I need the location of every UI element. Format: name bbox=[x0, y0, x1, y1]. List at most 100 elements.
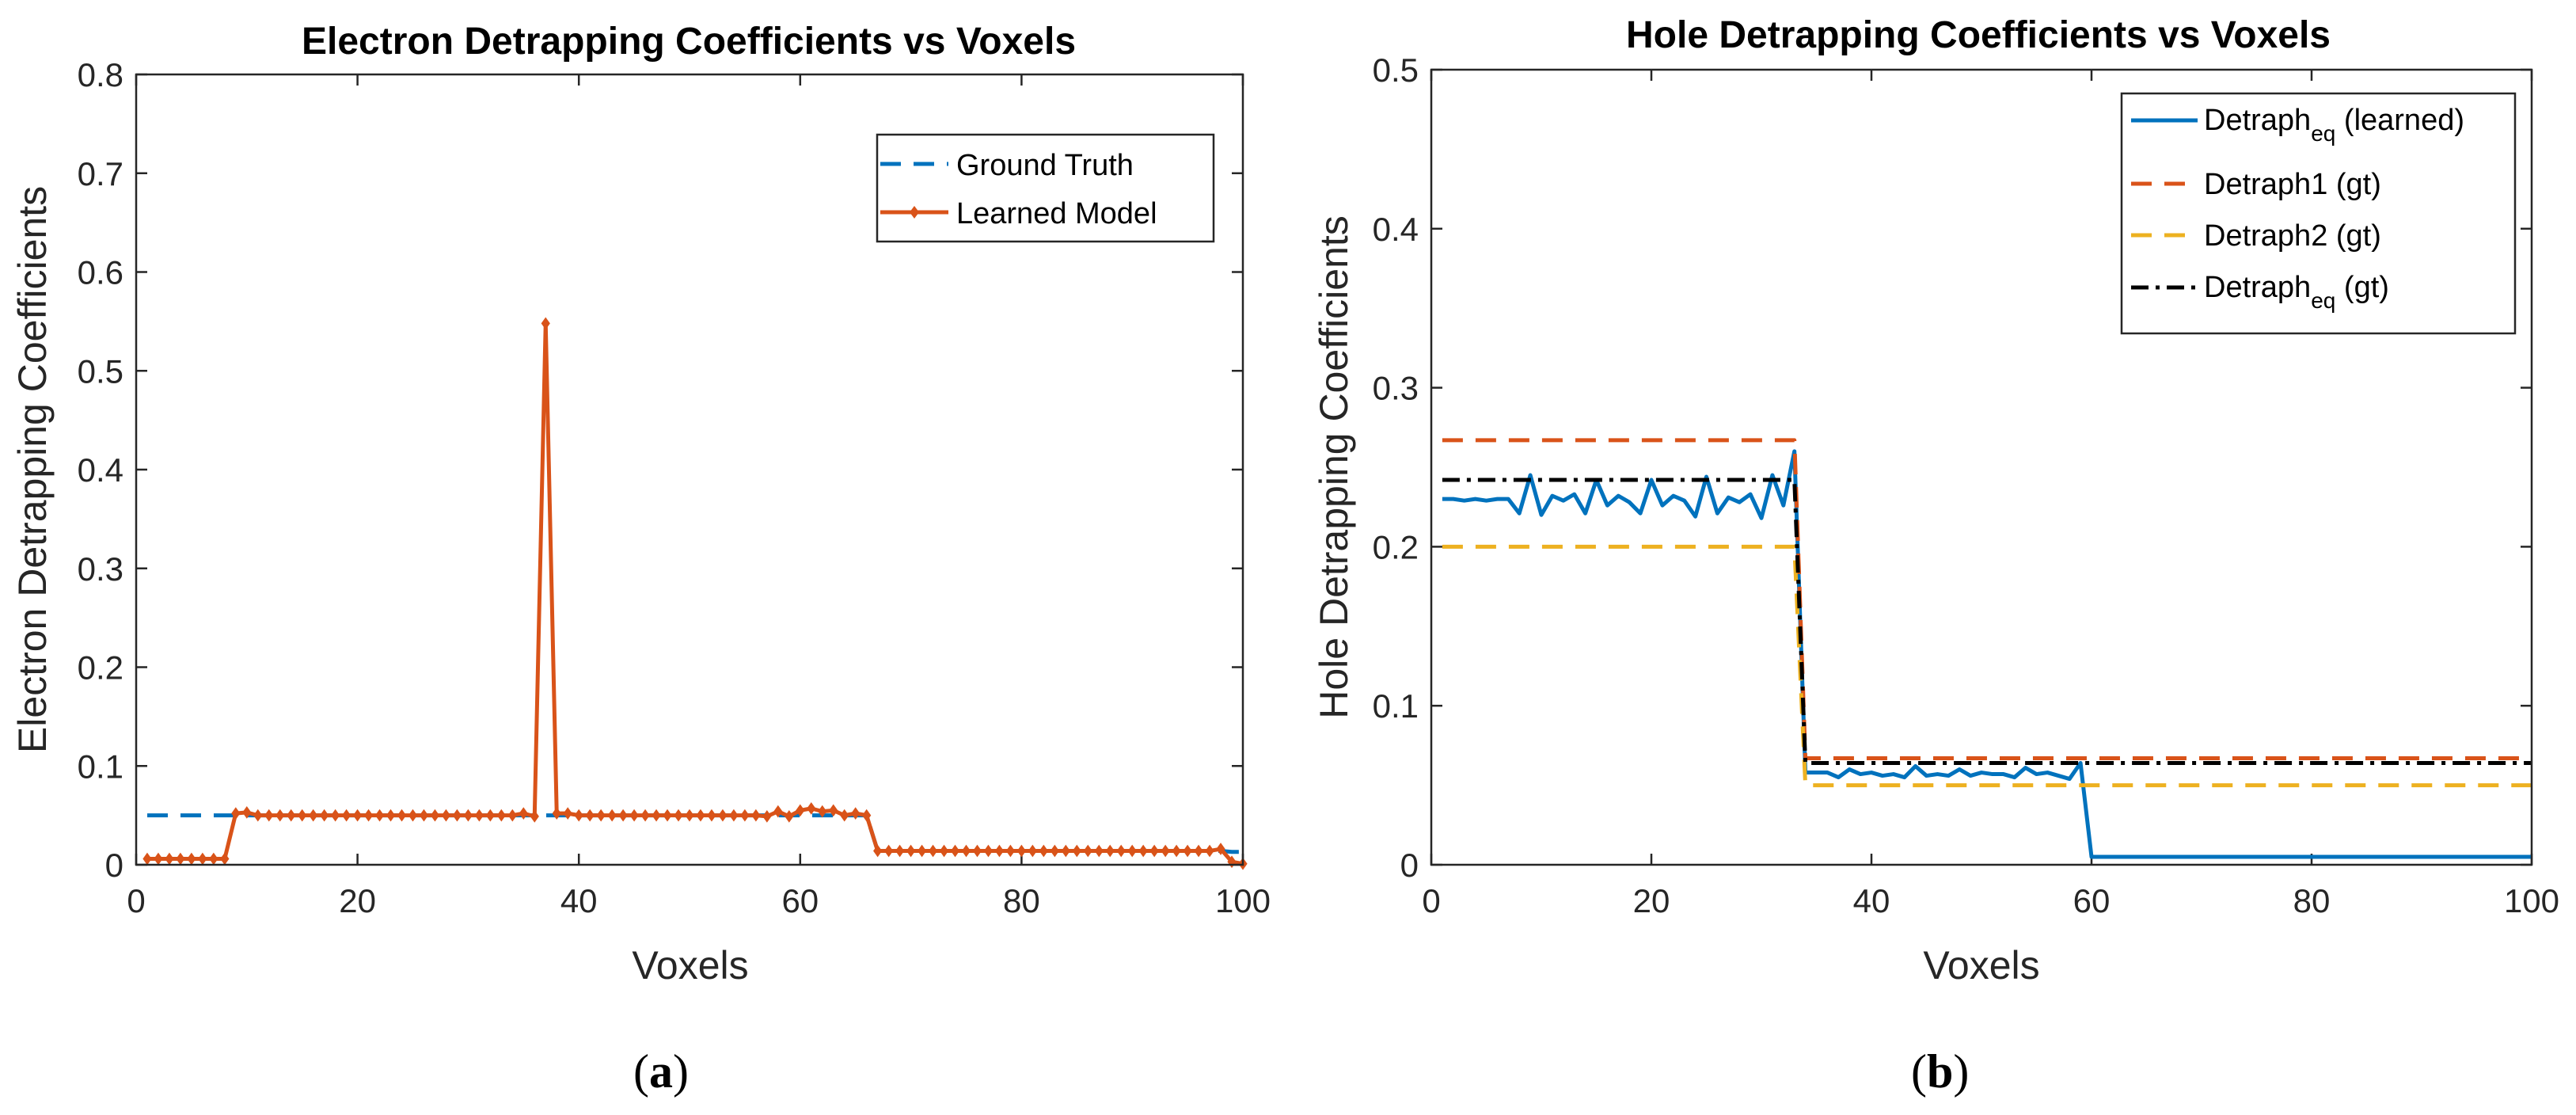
electron-data-point-marker bbox=[231, 807, 241, 820]
hole-series-detraph1-gt bbox=[1442, 438, 2532, 760]
electron-y-tick-label: 0.2 bbox=[78, 649, 123, 687]
hole-x-axis-label: Voxels bbox=[1923, 943, 2039, 988]
electron-data-point-marker bbox=[1149, 844, 1159, 858]
electron-data-point-marker bbox=[939, 844, 949, 858]
electron-data-point-marker bbox=[574, 809, 583, 822]
electron-data-point-marker bbox=[994, 844, 1005, 858]
electron-data-point-marker bbox=[474, 809, 484, 822]
electron-data-point-marker bbox=[884, 844, 894, 858]
electron-x-tick-label: 0 bbox=[127, 882, 145, 919]
electron-data-point-marker bbox=[1016, 844, 1027, 858]
electron-data-point-marker bbox=[1028, 844, 1037, 858]
electron-data-point-marker bbox=[165, 852, 174, 866]
electron-data-point-marker bbox=[1205, 844, 1214, 858]
panel-label-a: (a) bbox=[633, 1045, 689, 1098]
electron-data-point-marker bbox=[773, 805, 783, 818]
legend-detraph2-gt-label: Detraph2 (gt) bbox=[2204, 219, 2381, 253]
electron-data-point-marker bbox=[552, 807, 561, 820]
electron-data-point-marker bbox=[419, 809, 429, 822]
hole-y-tick-label: 0.4 bbox=[1373, 211, 1419, 248]
electron-data-point-marker bbox=[696, 809, 705, 822]
electron-y-tick-label: 0.5 bbox=[78, 352, 123, 390]
electron-data-point-marker bbox=[187, 852, 196, 866]
electron-data-point-marker bbox=[652, 809, 661, 822]
legend-detraph-eq-learned-label: Detrapheq (learned) bbox=[2204, 104, 2464, 146]
hole-x-tick-label: 100 bbox=[2504, 882, 2559, 919]
hole-y-tick-label: 0.3 bbox=[1373, 370, 1419, 407]
electron-data-point-marker bbox=[917, 844, 927, 858]
electron-chart: Electron Detrapping Coefficients vs Voxe… bbox=[10, 21, 1271, 1098]
electron-data-point-marker bbox=[1172, 844, 1181, 858]
electron-data-point-marker bbox=[640, 809, 650, 822]
electron-data-point-marker bbox=[242, 806, 252, 819]
electron-x-tick-label: 20 bbox=[339, 882, 376, 919]
hole-series-detraph-eq-learned bbox=[1442, 449, 2532, 859]
hole-y-tick-label: 0.2 bbox=[1373, 528, 1419, 565]
hole-x-tick-label: 80 bbox=[2293, 882, 2331, 919]
electron-data-point-marker bbox=[729, 809, 739, 822]
electron-data-point-marker bbox=[342, 809, 351, 822]
electron-x-axis-ticks: 0 20 40 60 80 100 bbox=[127, 74, 1271, 919]
electron-x-tick-label: 40 bbox=[560, 882, 598, 919]
electron-data-point-marker bbox=[485, 809, 495, 822]
hole-x-tick-label: 60 bbox=[2073, 882, 2111, 919]
electron-legend-box bbox=[876, 133, 1215, 243]
electron-data-point-marker bbox=[386, 809, 396, 822]
electron-data-point-marker bbox=[374, 809, 385, 822]
electron-data-point-marker bbox=[176, 852, 185, 866]
electron-data-point-marker bbox=[287, 809, 296, 822]
electron-data-point-marker bbox=[1061, 844, 1070, 858]
hole-x-tick-label: 20 bbox=[1633, 882, 1670, 919]
electron-data-point-marker bbox=[807, 802, 816, 815]
electron-data-point-marker bbox=[674, 809, 683, 822]
electron-data-point-marker bbox=[320, 809, 329, 822]
electron-y-tick-label: 0.7 bbox=[78, 155, 123, 192]
hole-series-group bbox=[1442, 438, 2532, 859]
electron-series-learned-model bbox=[146, 321, 1244, 866]
panel-label-b: (b) bbox=[1911, 1045, 1969, 1098]
electron-y-tick-label: 0.8 bbox=[78, 56, 123, 93]
electron-data-point-marker bbox=[762, 810, 772, 823]
electron-data-point-marker bbox=[972, 844, 982, 858]
hole-x-tick-label: 0 bbox=[1422, 882, 1440, 919]
electron-data-point-marker bbox=[818, 805, 827, 818]
electron-data-point-marker bbox=[519, 807, 528, 820]
electron-y-axis-ticks: 0 0.1 0.2 0.3 0.4 0.5 0.6 0.7 0.8 bbox=[78, 56, 1243, 884]
electron-data-point-marker bbox=[452, 809, 462, 822]
electron-data-point-marker bbox=[1083, 844, 1092, 858]
electron-data-point-marker bbox=[1194, 844, 1203, 858]
electron-data-point-marker bbox=[785, 810, 794, 823]
electron-data-point-marker bbox=[1039, 844, 1048, 858]
electron-series-group bbox=[142, 317, 1248, 870]
electron-data-point-marker bbox=[541, 317, 550, 330]
electron-data-point-marker bbox=[1138, 844, 1148, 858]
electron-data-point-marker bbox=[1105, 844, 1115, 858]
electron-data-point-marker bbox=[1094, 844, 1104, 858]
electron-x-axis-label: Voxels bbox=[632, 943, 748, 988]
electron-data-point-marker bbox=[142, 852, 152, 866]
electron-data-point-marker bbox=[253, 809, 263, 822]
hole-y-tick-label: 0 bbox=[1400, 847, 1419, 884]
electron-data-point-marker bbox=[873, 844, 883, 858]
electron-data-point-marker bbox=[408, 809, 418, 822]
hole-legend-box bbox=[2120, 92, 2517, 335]
electron-data-point-marker bbox=[685, 809, 694, 822]
electron-data-point-marker bbox=[906, 844, 916, 858]
electron-data-point-marker bbox=[563, 807, 572, 820]
electron-data-point-marker bbox=[1005, 844, 1016, 858]
electron-data-point-marker bbox=[209, 852, 218, 866]
electron-y-tick-label: 0 bbox=[105, 847, 123, 884]
electron-y-tick-label: 0.6 bbox=[78, 254, 123, 291]
electron-data-point-marker bbox=[154, 852, 163, 866]
electron-chart-title: Electron Detrapping Coefficients vs Voxe… bbox=[302, 21, 1076, 63]
legend-ground-truth-label: Ground Truth bbox=[956, 149, 1134, 182]
hole-chart-title: Hole Detrapping Coefficients vs Voxels bbox=[1626, 14, 2331, 56]
hole-series-detraph2-gt bbox=[1442, 544, 2532, 788]
electron-data-point-marker bbox=[1050, 844, 1059, 858]
electron-legend: Ground Truth Learned Model bbox=[876, 133, 1215, 243]
hole-y-axis-label: Hole Detrapping Coefficients bbox=[1312, 215, 1356, 719]
electron-data-point-marker bbox=[309, 809, 318, 822]
electron-data-point-marker bbox=[983, 844, 994, 858]
electron-data-point-marker bbox=[352, 809, 363, 822]
